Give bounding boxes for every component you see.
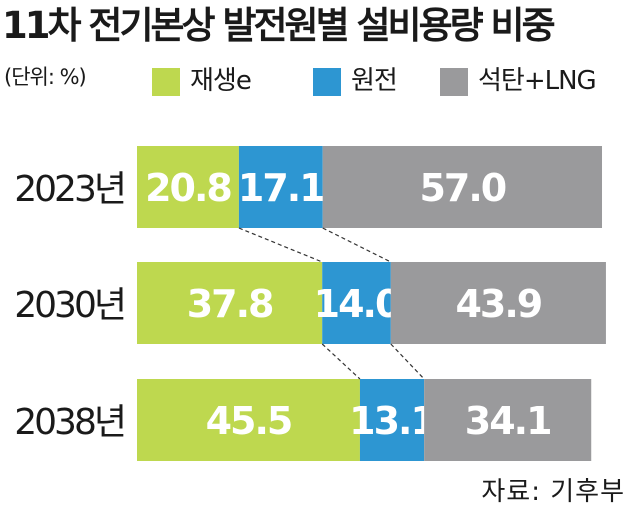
legend-label-nuclear: 원전: [351, 66, 398, 96]
bar-renewable-0: [137, 146, 239, 228]
bar-coal-lng-0: [322, 146, 603, 228]
data-label-coal-lng-1: 43.9: [455, 282, 541, 326]
unit-label: (단위: %): [4, 65, 87, 89]
category-label-2: 2038년: [14, 402, 124, 443]
data-label-nuclear-2: 13.1: [349, 399, 435, 443]
data-label-coal-lng-0: 57.0: [419, 166, 505, 210]
connector-line-1-1: [390, 343, 425, 380]
data-label-renewable-0: 20.8: [145, 166, 231, 210]
legend-swatch-nuclear: [313, 68, 341, 96]
data-label-coal-lng-2: 34.1: [465, 399, 551, 443]
bar-coal-lng-2: [424, 379, 592, 461]
data-label-renewable-2: 45.5: [206, 399, 292, 443]
bar-coal-lng-1: [390, 262, 606, 344]
page-title: 11차 전기본상 발전원별 설비용량 비중: [2, 4, 556, 47]
connector-line-0-1: [322, 227, 392, 263]
legend-swatch-coal-lng: [440, 68, 468, 96]
legend-label-coal-lng: 석탄+LNG: [478, 66, 597, 96]
category-label-0: 2023년: [14, 169, 124, 210]
data-label-nuclear-1: 14.0: [314, 282, 400, 326]
legend-swatch-renewable: [152, 68, 180, 96]
connector-line-1-0: [321, 343, 361, 380]
bar-renewable-2: [137, 379, 360, 461]
bar-nuclear-2: [359, 379, 425, 461]
bar-nuclear-1: [322, 262, 391, 344]
data-label-nuclear-0: 17.1: [238, 166, 324, 210]
bar-nuclear-0: [238, 146, 323, 228]
category-label-1: 2030년: [14, 285, 124, 326]
source-note: 자료: 기후부: [481, 477, 625, 507]
legend-label-renewable: 재생e: [190, 66, 252, 96]
bar-renewable-1: [137, 262, 323, 344]
legend: 재생e 원전 석탄+LNG: [0, 62, 635, 96]
connector-line-0-0: [238, 227, 323, 263]
data-label-renewable-1: 37.8: [187, 282, 273, 326]
